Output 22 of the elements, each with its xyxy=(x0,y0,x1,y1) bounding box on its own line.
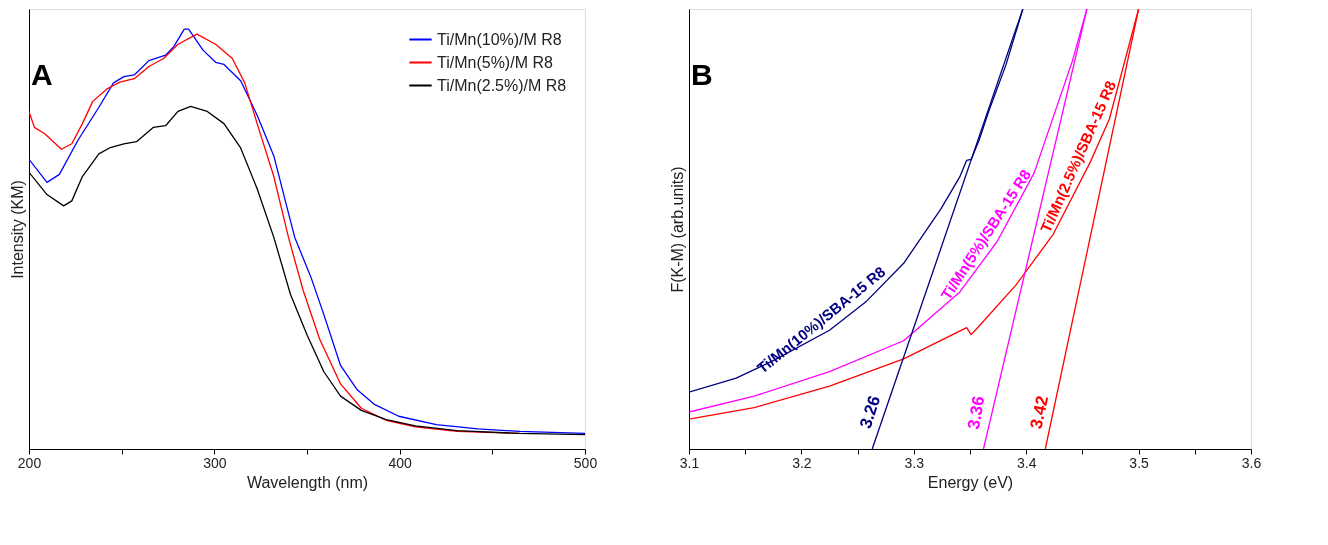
x-tick-label: 500 xyxy=(573,454,598,471)
y-axis-title: F(K-M) (arb.units) xyxy=(668,166,686,293)
x-tick-label: 300 xyxy=(203,454,227,471)
text: B xyxy=(691,58,713,91)
x-tick-label: 3.6 xyxy=(1241,454,1262,471)
annotation: 3.26 xyxy=(855,393,885,431)
x-axis-title: Wavelength (nm) xyxy=(246,473,369,491)
x-axis-title: Energy (eV) xyxy=(927,473,1014,491)
legend-label: Ti/Mn(2.5%)/M R8 xyxy=(437,76,567,94)
x-tick-label: 200 xyxy=(17,454,42,471)
y-axis-title: Intensity (KM) xyxy=(8,180,26,279)
x-tick-label: 3.4 xyxy=(1016,454,1037,471)
x-tick-label: 3.5 xyxy=(1129,454,1150,471)
annotation: 3.36 xyxy=(963,394,989,431)
legend-label: Ti/Mn(10%)/M R8 xyxy=(437,30,562,48)
x-tick-label: 3.3 xyxy=(904,454,925,471)
x-tick-label: 400 xyxy=(388,454,413,471)
x-tick-label: 3.1 xyxy=(679,454,700,471)
x-tick-label: 3.2 xyxy=(792,454,812,471)
legend-label: Ti/Mn(5%)/M R8 xyxy=(437,53,553,71)
text: A xyxy=(31,58,53,91)
annotation: 3.42 xyxy=(1026,394,1053,431)
